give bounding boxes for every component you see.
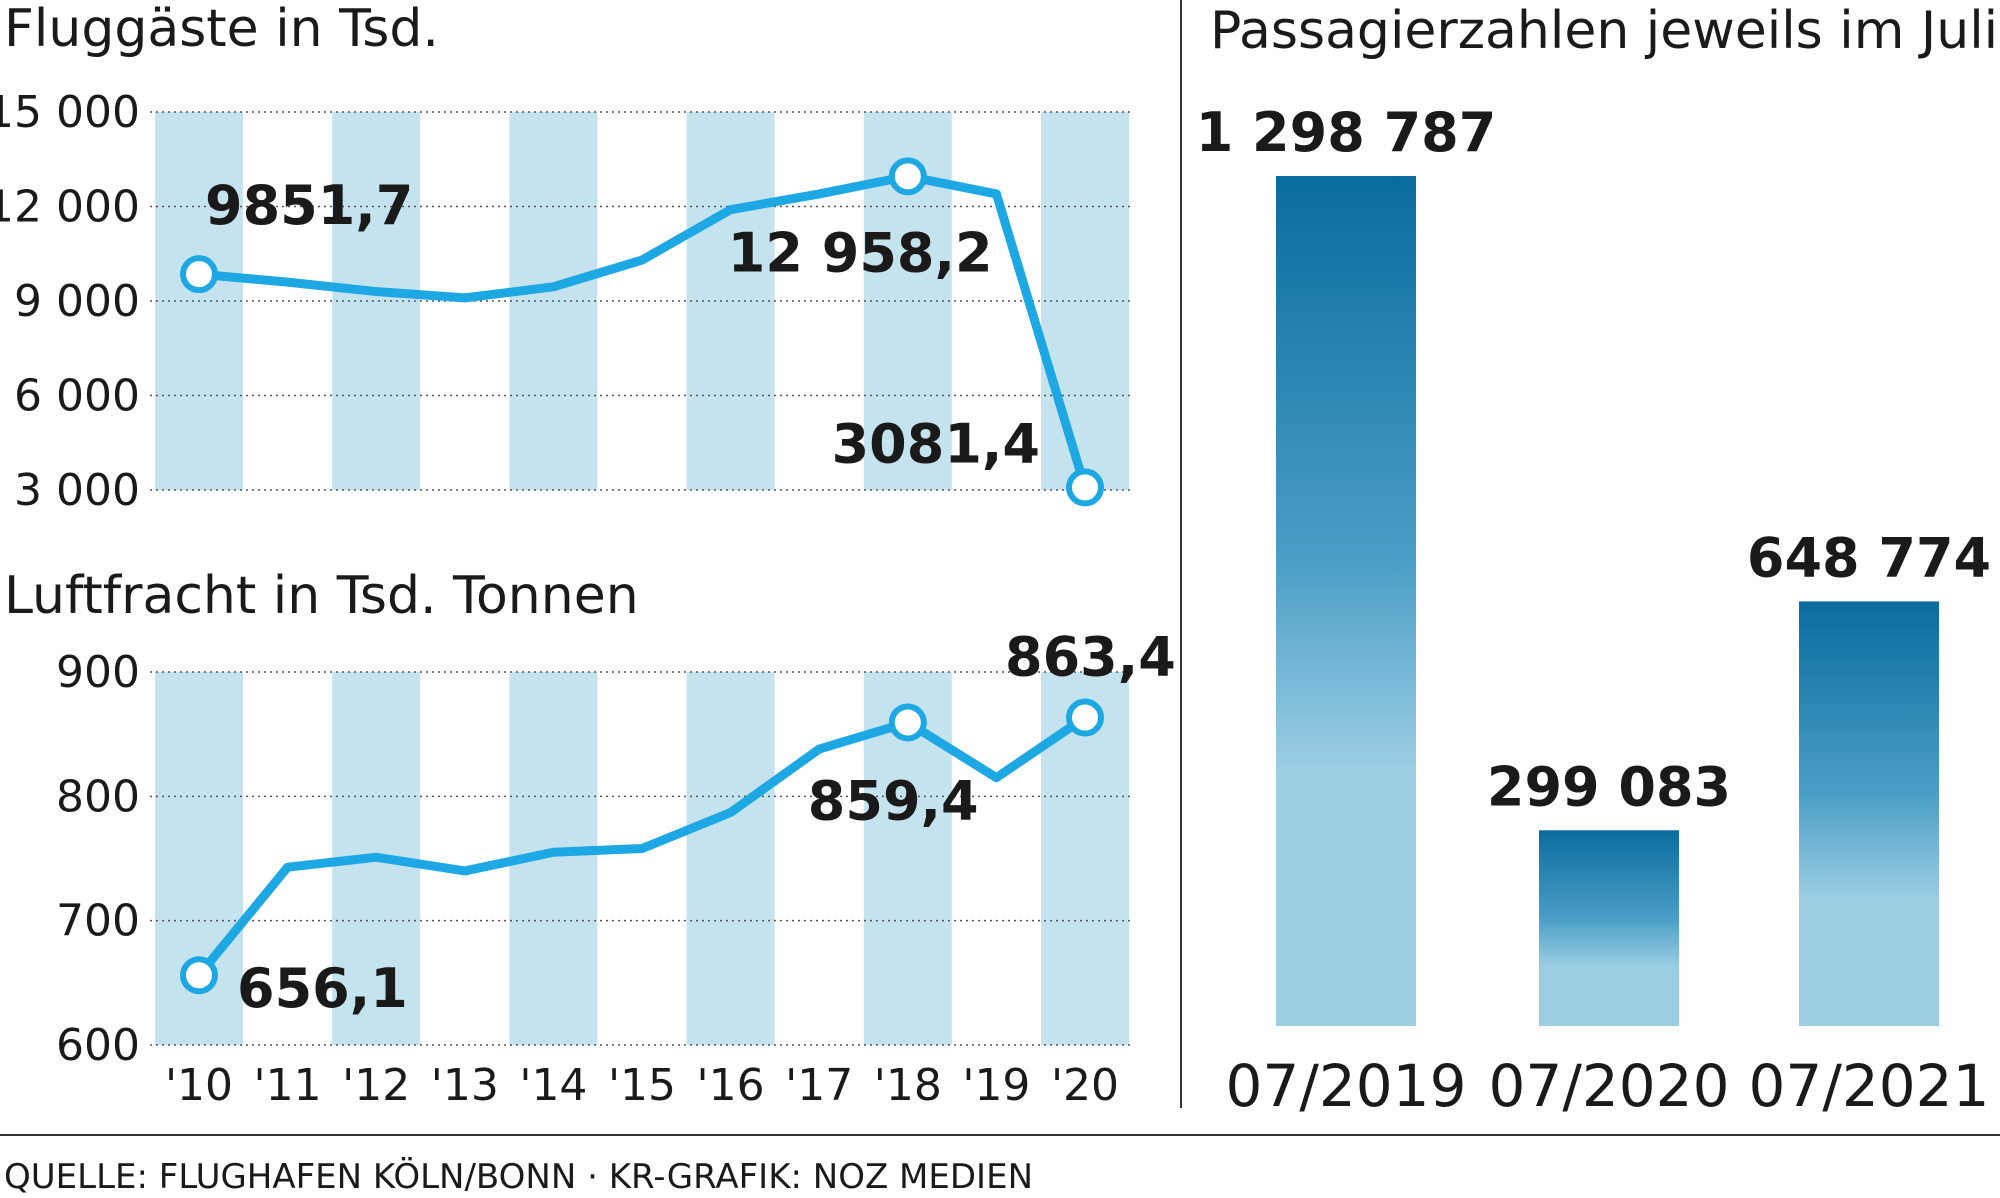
data-label: 859,4 xyxy=(808,769,979,832)
y-tick-label: 9 000 xyxy=(14,276,140,327)
x-tick-label: '11 xyxy=(254,1060,322,1111)
highlight-point xyxy=(180,255,218,294)
x-tick-label: '18 xyxy=(874,1060,942,1111)
source-credit: QUELLE: FLUGHAFEN KÖLN/BONN · KR-GRAFIK:… xyxy=(4,1156,1033,1197)
passengers-line-chart: 15 000 12 000 9 000 6 000 3 000 9851,7 12 958,… xyxy=(0,87,1130,516)
column-band xyxy=(332,112,421,490)
bar-category-label: 07/2019 xyxy=(1226,1052,1467,1120)
y-tick-label: 6 000 xyxy=(14,371,140,422)
y-tick-label: 3 000 xyxy=(14,465,140,516)
x-tick-label: '16 xyxy=(697,1060,765,1111)
data-label: 3081,4 xyxy=(832,412,1040,475)
bar xyxy=(1799,601,1939,1026)
highlight-point xyxy=(180,956,218,995)
chart-3-title: Passagierzahlen jeweils im Juli xyxy=(1210,1,1998,61)
highlight-point xyxy=(1066,698,1104,737)
highlight-point xyxy=(888,157,927,196)
column-band xyxy=(1041,112,1129,490)
x-tick-label: '17 xyxy=(785,1060,853,1111)
data-label: 656,1 xyxy=(237,957,408,1020)
chart-2-title: Luftfracht in Tsd. Tonnen xyxy=(4,566,639,626)
series-line xyxy=(194,171,1090,492)
highlight-point xyxy=(1066,468,1104,507)
july-passengers-bar-chart: 1 298 787 07/2019 299 083 07/2020 648 774 07/… xyxy=(1196,101,1991,1120)
cargo-line-chart: 900 800 700 600 656,1 859,4 863,4 '10 '11 '12 '13 '… xyxy=(56,626,1176,1111)
data-label: 863,4 xyxy=(1005,626,1176,689)
x-tick-label: '20 xyxy=(1051,1060,1119,1111)
x-tick-label: '19 xyxy=(962,1060,1030,1111)
y-tick-label: 800 xyxy=(56,771,140,822)
y-tick-label: 600 xyxy=(56,1020,140,1071)
x-tick-label: '14 xyxy=(519,1060,587,1111)
x-tick-label: '12 xyxy=(342,1060,410,1111)
x-tick-label: '10 xyxy=(165,1060,233,1111)
highlight-point xyxy=(888,703,927,742)
data-label: 12 958,2 xyxy=(728,221,993,284)
chart-1-title: Fluggäste in Tsd. xyxy=(4,0,439,59)
y-tick-label: 900 xyxy=(56,647,140,698)
bar xyxy=(1539,830,1679,1026)
bar-category-label: 07/2020 xyxy=(1489,1052,1730,1120)
data-label: 9851,7 xyxy=(205,174,413,237)
y-tick-label: 15 000 xyxy=(0,87,140,138)
y-tick-label: 12 000 xyxy=(0,182,140,233)
bar-value-label: 1 298 787 xyxy=(1196,101,1497,164)
x-tick-label: '15 xyxy=(608,1060,676,1111)
column-band xyxy=(686,672,775,1045)
series-line xyxy=(194,713,1090,980)
bar-value-label: 299 083 xyxy=(1487,755,1731,818)
bar-value-label: 648 774 xyxy=(1747,526,1991,589)
bar xyxy=(1276,176,1416,1026)
y-tick-label: 700 xyxy=(56,896,140,947)
column-band xyxy=(686,112,775,490)
x-tick-label: '13 xyxy=(431,1060,499,1111)
bar-category-label: 07/2021 xyxy=(1749,1052,1990,1120)
